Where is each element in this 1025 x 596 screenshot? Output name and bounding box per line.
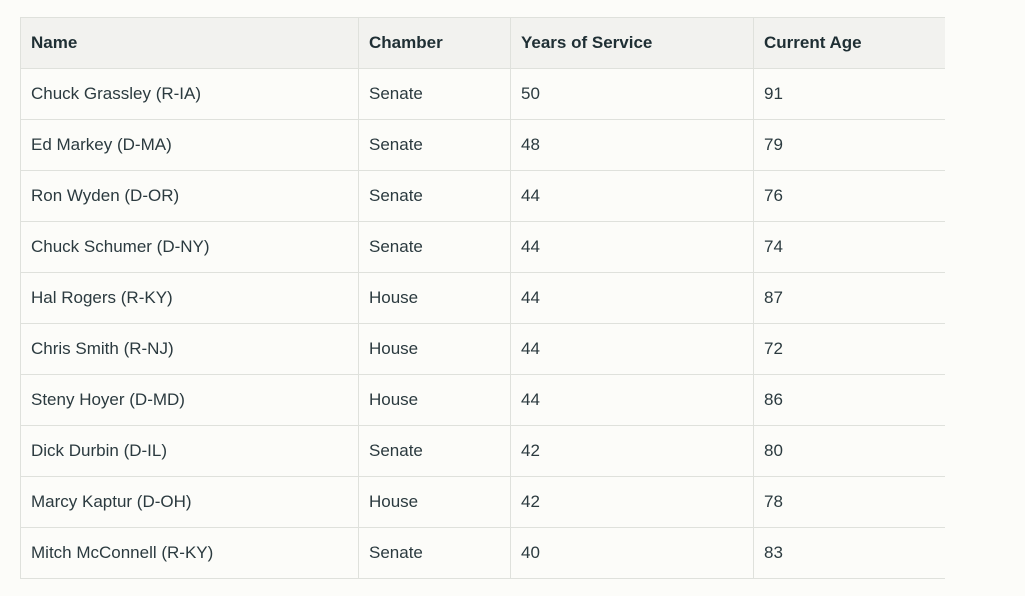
cell-years-of-service: 44 xyxy=(510,272,754,324)
table-row: Ron Wyden (D-OR) Senate 44 76 xyxy=(20,170,945,222)
table-container: Name Chamber Years of Service Current Ag… xyxy=(20,17,945,579)
cell-name: Ed Markey (D-MA) xyxy=(20,119,359,171)
cell-chamber: Senate xyxy=(358,221,511,273)
table-row: Hal Rogers (R-KY) House 44 87 xyxy=(20,272,945,324)
table-row: Marcy Kaptur (D-OH) House 42 78 xyxy=(20,476,945,528)
cell-years-of-service: 48 xyxy=(510,119,754,171)
cell-chamber: Senate xyxy=(358,119,511,171)
column-header-years-of-service: Years of Service xyxy=(510,17,754,69)
cell-chamber: Senate xyxy=(358,68,511,120)
cell-years-of-service: 50 xyxy=(510,68,754,120)
cell-current-age: 74 xyxy=(753,221,945,273)
table-row: Chuck Grassley (R-IA) Senate 50 91 xyxy=(20,68,945,120)
cell-chamber: House xyxy=(358,476,511,528)
cell-name: Dick Durbin (D-IL) xyxy=(20,425,359,477)
table-row: Ed Markey (D-MA) Senate 48 79 xyxy=(20,119,945,171)
cell-name: Chris Smith (R-NJ) xyxy=(20,323,359,375)
cell-chamber: House xyxy=(358,374,511,426)
longest-serving-members-table: Name Chamber Years of Service Current Ag… xyxy=(20,17,945,579)
column-header-current-age: Current Age xyxy=(753,17,945,69)
cell-name: Marcy Kaptur (D-OH) xyxy=(20,476,359,528)
cell-current-age: 83 xyxy=(753,527,945,579)
table-row: Chuck Schumer (D-NY) Senate 44 74 xyxy=(20,221,945,273)
cell-name: Steny Hoyer (D-MD) xyxy=(20,374,359,426)
table-header: Name Chamber Years of Service Current Ag… xyxy=(20,17,945,69)
table-row: Mitch McConnell (R-KY) Senate 40 83 xyxy=(20,527,945,579)
cell-years-of-service: 42 xyxy=(510,425,754,477)
cell-current-age: 79 xyxy=(753,119,945,171)
cell-current-age: 78 xyxy=(753,476,945,528)
column-header-name: Name xyxy=(20,17,359,69)
cell-chamber: House xyxy=(358,272,511,324)
cell-chamber: Senate xyxy=(358,425,511,477)
cell-name: Chuck Grassley (R-IA) xyxy=(20,68,359,120)
cell-current-age: 80 xyxy=(753,425,945,477)
cell-years-of-service: 40 xyxy=(510,527,754,579)
cell-name: Mitch McConnell (R-KY) xyxy=(20,527,359,579)
cell-current-age: 91 xyxy=(753,68,945,120)
cell-years-of-service: 44 xyxy=(510,374,754,426)
cell-name: Hal Rogers (R-KY) xyxy=(20,272,359,324)
column-header-chamber: Chamber xyxy=(358,17,511,69)
cell-name: Chuck Schumer (D-NY) xyxy=(20,221,359,273)
cell-years-of-service: 42 xyxy=(510,476,754,528)
table-body: Chuck Grassley (R-IA) Senate 50 91 Ed Ma… xyxy=(20,68,945,579)
cell-years-of-service: 44 xyxy=(510,221,754,273)
cell-name: Ron Wyden (D-OR) xyxy=(20,170,359,222)
cell-current-age: 87 xyxy=(753,272,945,324)
cell-years-of-service: 44 xyxy=(510,323,754,375)
header-row: Name Chamber Years of Service Current Ag… xyxy=(20,17,945,69)
cell-current-age: 76 xyxy=(753,170,945,222)
table-row: Chris Smith (R-NJ) House 44 72 xyxy=(20,323,945,375)
table-row: Dick Durbin (D-IL) Senate 42 80 xyxy=(20,425,945,477)
cell-chamber: House xyxy=(358,323,511,375)
cell-current-age: 86 xyxy=(753,374,945,426)
cell-years-of-service: 44 xyxy=(510,170,754,222)
table-row: Steny Hoyer (D-MD) House 44 86 xyxy=(20,374,945,426)
cell-chamber: Senate xyxy=(358,170,511,222)
cell-current-age: 72 xyxy=(753,323,945,375)
cell-chamber: Senate xyxy=(358,527,511,579)
